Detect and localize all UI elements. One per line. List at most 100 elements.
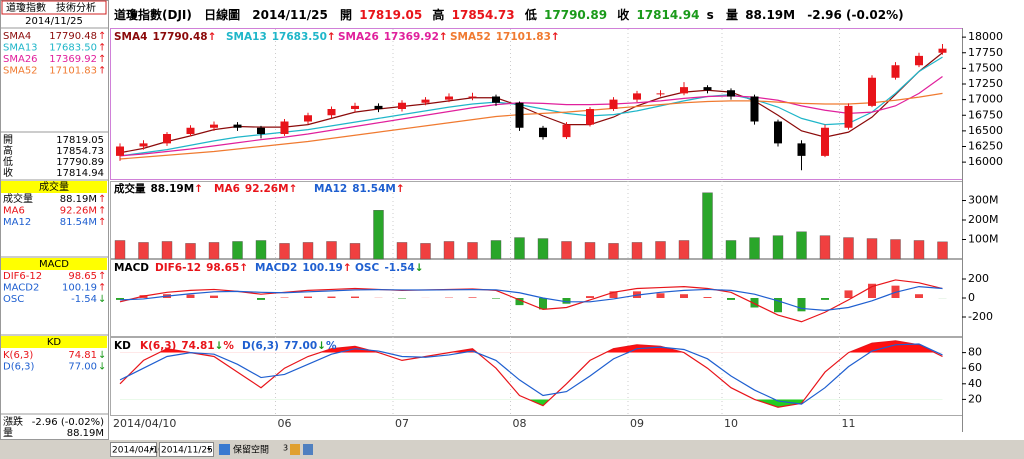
candle-body bbox=[656, 93, 665, 95]
volume-bar bbox=[725, 240, 737, 260]
legend-arrow: ↑ bbox=[396, 183, 405, 195]
candle-body bbox=[163, 134, 171, 144]
left-arrow: ↓ bbox=[98, 362, 106, 373]
indicator-line bbox=[119, 52, 943, 154]
change-value: -2.96 (-0.02%) bbox=[32, 417, 104, 428]
candle-body bbox=[398, 102, 406, 109]
left-name: K(6,3) bbox=[3, 350, 33, 361]
left-name: OSC bbox=[3, 294, 24, 305]
x-tick-label: 2014/04/10 bbox=[113, 417, 176, 430]
end-date-box[interactable] bbox=[159, 442, 214, 457]
panel-title: KD bbox=[114, 340, 131, 352]
section-title: 成交量 bbox=[39, 180, 69, 193]
osc-bar bbox=[703, 297, 712, 298]
left-arrow: ↑ bbox=[98, 206, 106, 217]
left-value: 81.54M bbox=[60, 217, 97, 228]
volume-bar bbox=[326, 241, 337, 260]
reserve-label[interactable]: 保留空間 bbox=[233, 444, 269, 456]
osc-bar bbox=[257, 298, 265, 300]
volume-bar bbox=[608, 243, 619, 260]
ohlc-value: 17854.73 bbox=[56, 146, 104, 157]
osc-bar bbox=[727, 298, 735, 300]
legend-value: -1.54 bbox=[384, 262, 414, 274]
y-tick-label: 16000 bbox=[968, 155, 1003, 168]
dropdown-arrow[interactable] bbox=[150, 448, 154, 451]
start-date-box[interactable] bbox=[110, 442, 157, 457]
tab[interactable]: 道瓊指數 bbox=[6, 1, 46, 14]
indicator-line bbox=[119, 285, 943, 311]
y-tick-label: 20 bbox=[968, 392, 982, 405]
section-header bbox=[1, 258, 107, 270]
y-tick-label: 60 bbox=[968, 361, 982, 374]
icon[interactable] bbox=[219, 444, 230, 455]
legend-arrow: ↑ bbox=[439, 31, 448, 43]
legend-arrow: ↑ bbox=[343, 262, 352, 274]
osc-bar bbox=[609, 291, 618, 298]
y-tick-label: 200 bbox=[968, 272, 989, 285]
y-tick-label: 16750 bbox=[968, 108, 1003, 121]
volume-bar bbox=[490, 240, 502, 260]
volume-bar bbox=[443, 241, 455, 260]
legend-arrow: ↓ bbox=[415, 262, 424, 274]
legend-value: 17683.50 bbox=[272, 31, 327, 43]
oversold-fill bbox=[120, 399, 943, 408]
y-tick-label: 200M bbox=[968, 213, 999, 226]
quote-header: 道瓊指數(DJI) 日線圖 2014/11/25 開 17819.05 高 17… bbox=[114, 7, 904, 22]
tab[interactable]: 技術分析 bbox=[56, 1, 96, 14]
value: 17814.94 bbox=[636, 8, 699, 22]
volume-bar bbox=[138, 242, 149, 260]
osc-bar bbox=[797, 298, 806, 312]
volume-bar bbox=[420, 243, 431, 260]
section-title: KD bbox=[47, 337, 62, 348]
left-name: SMA52 bbox=[3, 66, 38, 77]
ohlc-label: 高 bbox=[3, 144, 13, 157]
left-value: 77.00 bbox=[68, 362, 97, 373]
legend-arrow: ↑ bbox=[551, 31, 560, 43]
osc-bar bbox=[586, 296, 594, 298]
osc-bar bbox=[468, 297, 477, 298]
volume-bar bbox=[937, 241, 948, 260]
legend-value: 100.19 bbox=[302, 262, 343, 274]
legend-entry: SMA26 17369.92↑ bbox=[338, 31, 448, 43]
y-tick-label: 17750 bbox=[968, 46, 1003, 59]
y-tick-label: 17000 bbox=[968, 93, 1003, 106]
candle-body bbox=[539, 127, 547, 138]
label: 開 bbox=[340, 8, 352, 22]
candle-body bbox=[139, 143, 148, 147]
osc-bar bbox=[680, 294, 688, 298]
candle-body bbox=[116, 146, 124, 156]
label: 量 bbox=[726, 8, 738, 22]
reserve-count[interactable]: 3 bbox=[283, 444, 288, 453]
volume-bar bbox=[749, 237, 760, 260]
legend-name: SMA13 bbox=[226, 31, 267, 43]
left-arrow: ↑ bbox=[98, 283, 106, 294]
osc-bar bbox=[562, 298, 571, 304]
indicator-line bbox=[119, 92, 943, 160]
candle-body bbox=[609, 99, 618, 109]
icon[interactable] bbox=[303, 444, 313, 455]
end-date[interactable]: 2014/11/25 bbox=[161, 446, 213, 456]
icon[interactable] bbox=[290, 444, 300, 455]
legend-value: 74.81 bbox=[181, 340, 214, 352]
legend-entry: MA12 81.54M↑ bbox=[314, 183, 405, 195]
left-name: D(6,3) bbox=[3, 362, 35, 373]
legend-name: D(6,3) bbox=[242, 340, 279, 352]
legend-entry: OSC -1.54↓ bbox=[355, 262, 424, 274]
left-value: 17101.83 bbox=[49, 66, 97, 77]
candle-body bbox=[727, 90, 735, 97]
candle-body bbox=[186, 127, 195, 134]
legend-name: 成交量 bbox=[114, 182, 146, 195]
tab-strip[interactable] bbox=[1, 0, 107, 15]
candle-body bbox=[821, 127, 829, 156]
candle-body bbox=[421, 99, 430, 103]
legend-value: 17101.83 bbox=[496, 31, 551, 43]
indicator-line bbox=[119, 343, 943, 405]
ohlc-label: 低 bbox=[3, 155, 13, 168]
x-tick-label: 07 bbox=[395, 417, 409, 430]
label: 低 bbox=[524, 7, 537, 22]
dropdown-arrow[interactable] bbox=[207, 448, 211, 451]
y-tick-label: -200 bbox=[968, 310, 993, 323]
start-date[interactable]: 2014/04/10 bbox=[112, 446, 164, 456]
change: -2.96 (-0.02%) bbox=[807, 8, 903, 22]
